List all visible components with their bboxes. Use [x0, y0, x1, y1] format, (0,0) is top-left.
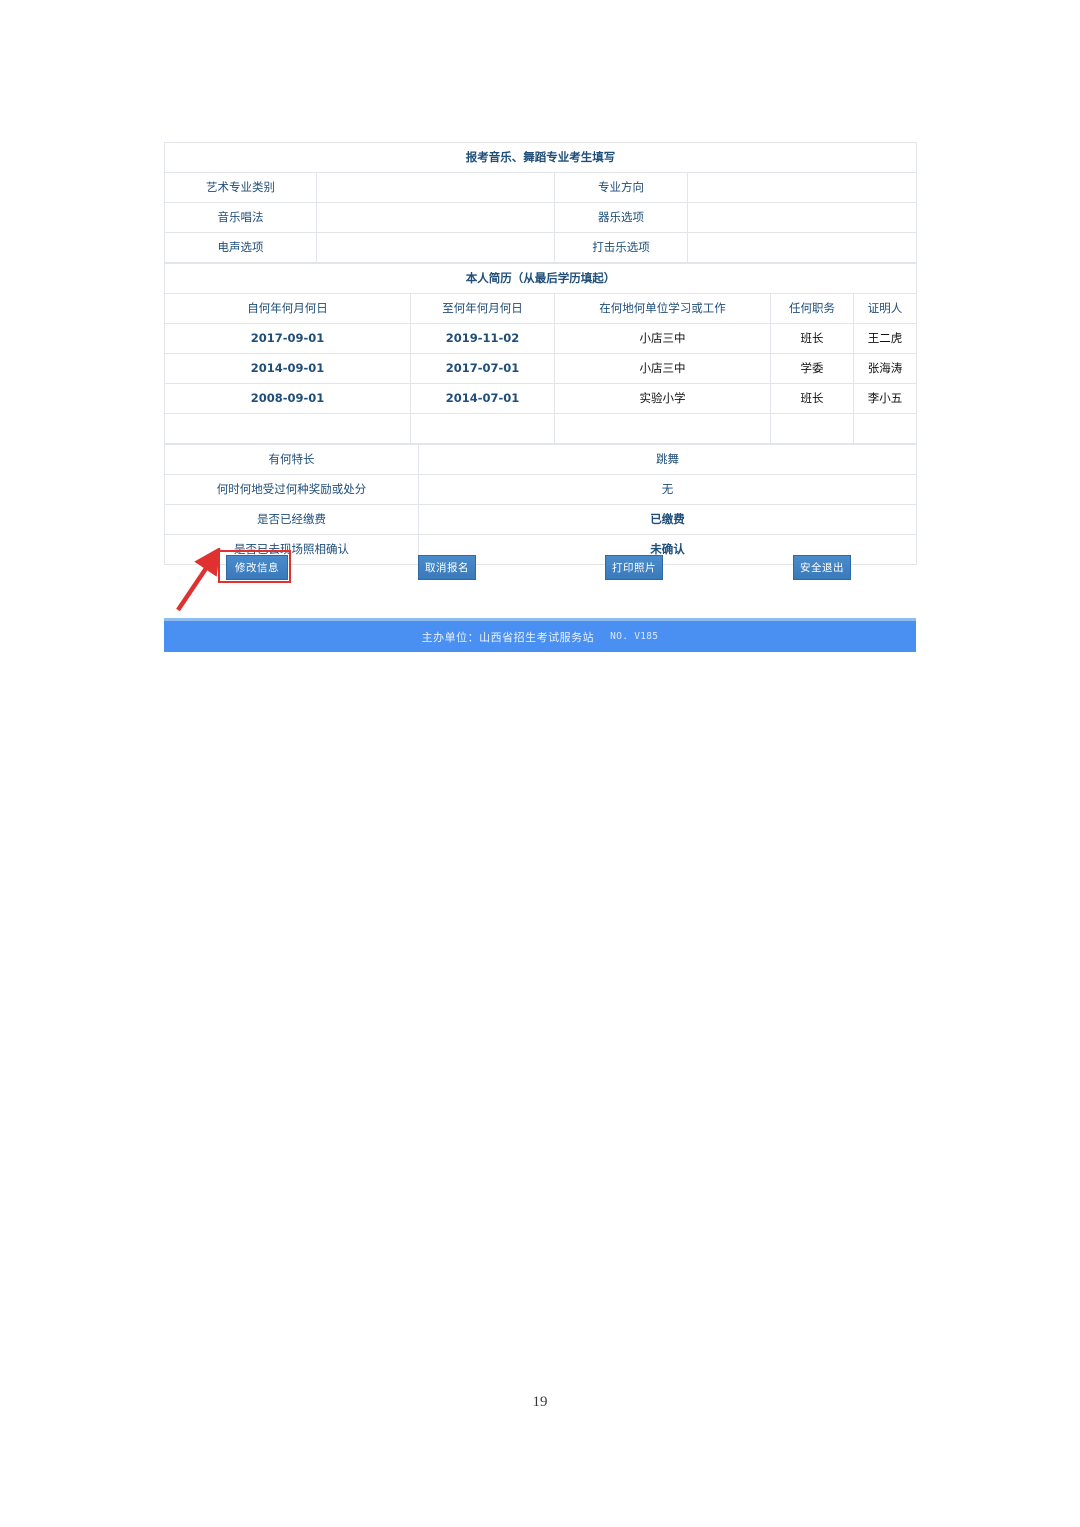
cell-from [164, 413, 411, 444]
print-photo-button[interactable]: 打印照片 [605, 555, 663, 580]
site-footer: 主办单位：山西省招生考试服务站 NO. V185 [164, 618, 916, 652]
action-button-bar: 修改信息 取消报名 打印照片 安全退出 [164, 553, 916, 585]
table-row: 2008-09-01 2014-07-01 实验小学 班长 李小五 [164, 383, 918, 414]
cell-position: 学委 [770, 353, 854, 384]
cell-position: 班长 [770, 383, 854, 414]
table-row: 2014-09-01 2017-07-01 小店三中 学委 张海涛 [164, 353, 918, 384]
value-vocal-style [316, 202, 555, 233]
label-vocal-style: 音乐唱法 [164, 202, 317, 233]
label-major-direction: 专业方向 [554, 172, 688, 203]
resume-section-banner: 本人简历（从最后学历填起） [163, 263, 918, 294]
label-electroacoustic-option: 电声选项 [164, 232, 317, 263]
cell-to: 2014-07-01 [410, 383, 555, 414]
cell-referee: 张海涛 [852, 353, 918, 384]
column-header-place: 在何地何单位学习或工作 [554, 293, 771, 324]
registration-form: 报考音乐、舞蹈专业考生填写 艺术专业类别 专业方向 音乐唱法 器乐选项 电声选项 [163, 142, 918, 565]
cell-to: 2019-11-02 [410, 323, 555, 354]
cell-referee: 王二虎 [852, 323, 918, 354]
music-section-table: 报考音乐、舞蹈专业考生填写 艺术专业类别 专业方向 音乐唱法 器乐选项 电声选项 [164, 142, 917, 263]
music-section-banner: 报考音乐、舞蹈专业考生填写 [164, 142, 917, 173]
table-row: 何时何地受过何种奖励或处分 无 [164, 474, 917, 505]
table-row: 电声选项 打击乐选项 [164, 232, 917, 263]
page-number: 19 [532, 1394, 548, 1410]
cell-position [770, 413, 854, 444]
cell-referee: 李小五 [852, 383, 918, 414]
resume-header-row: 自何年何月何日 至何年何月何日 在何地何单位学习或工作 任何职务 证明人 [164, 293, 918, 324]
safe-logout-button[interactable]: 安全退出 [793, 555, 851, 580]
footer-version-number: NO. V185 [610, 631, 659, 642]
status-badge-payment: 已缴费 [418, 504, 917, 535]
column-header-from: 自何年何月何日 [164, 293, 411, 324]
table-row: 音乐唱法 器乐选项 [164, 202, 917, 233]
cell-place: 小店三中 [554, 323, 771, 354]
modify-info-button[interactable]: 修改信息 [226, 555, 288, 580]
label-payment-status: 是否已经缴费 [164, 504, 419, 535]
column-header-referee: 证明人 [852, 293, 918, 324]
value-art-major-category [316, 172, 555, 203]
value-electroacoustic-option [316, 232, 555, 263]
value-instrument-option [687, 202, 917, 233]
cell-position: 班长 [770, 323, 854, 354]
cell-referee [852, 413, 918, 444]
cell-place: 小店三中 [554, 353, 771, 384]
label-art-major-category: 艺术专业类别 [164, 172, 317, 203]
cell-place: 实验小学 [554, 383, 771, 414]
resume-section-table: 本人简历（从最后学历填起） 自何年何月何日 至何年何月何日 在何地何单位学习或工… [163, 263, 918, 444]
cancel-registration-button[interactable]: 取消报名 [418, 555, 476, 580]
column-header-to: 至何年何月何日 [410, 293, 555, 324]
cell-from: 2014-09-01 [164, 353, 411, 384]
cell-from: 2017-09-01 [164, 323, 411, 354]
column-header-position: 任何职务 [770, 293, 854, 324]
cell-to: 2017-07-01 [410, 353, 555, 384]
cell-from: 2008-09-01 [164, 383, 411, 414]
label-awards-punishments: 何时何地受过何种奖励或处分 [164, 474, 419, 505]
extra-info-table: 有何特长 跳舞 何时何地受过何种奖励或处分 无 是否已经缴费 已缴费 是否已去现… [164, 444, 917, 565]
label-specialty: 有何特长 [164, 444, 419, 475]
table-row: 有何特长 跳舞 [164, 444, 917, 475]
cell-place [554, 413, 771, 444]
table-row: 是否已经缴费 已缴费 [164, 504, 917, 535]
table-row: 艺术专业类别 专业方向 [164, 172, 917, 203]
value-specialty: 跳舞 [418, 444, 917, 475]
label-percussion-option: 打击乐选项 [554, 232, 688, 263]
value-major-direction [687, 172, 917, 203]
table-row: 2017-09-01 2019-11-02 小店三中 班长 王二虎 [164, 323, 918, 354]
table-row-empty [164, 413, 918, 444]
cell-to [410, 413, 555, 444]
label-instrument-option: 器乐选项 [554, 202, 688, 233]
footer-organizer-text: 主办单位：山西省招生考试服务站 [421, 630, 595, 644]
value-awards-punishments: 无 [418, 474, 917, 505]
resume-section-banner-row: 本人简历（从最后学历填起） [163, 263, 918, 294]
value-percussion-option [687, 232, 917, 263]
music-section-banner-row: 报考音乐、舞蹈专业考生填写 [164, 142, 917, 173]
